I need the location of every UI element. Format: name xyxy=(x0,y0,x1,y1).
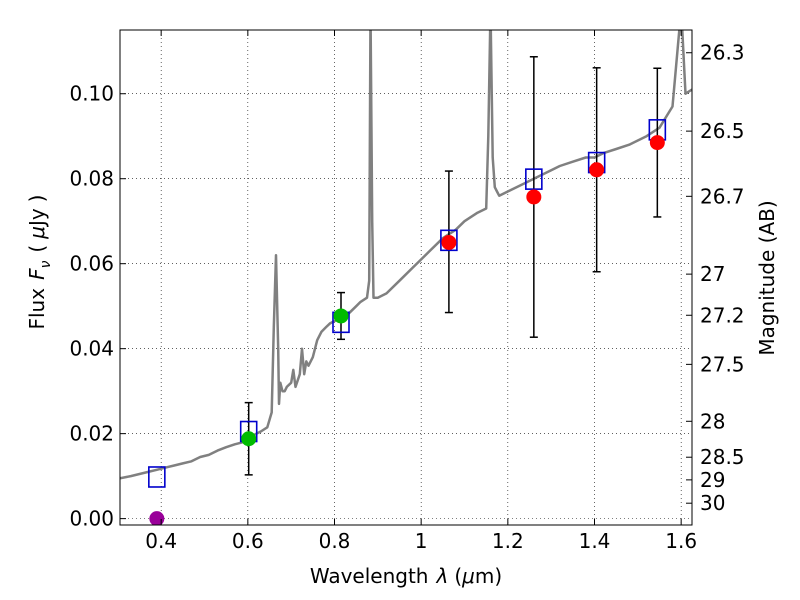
x-tick-label: 1 xyxy=(415,529,428,553)
right-tick-label: 27.2 xyxy=(700,303,745,327)
x-tick-label: 1.6 xyxy=(665,529,697,553)
grid xyxy=(120,30,692,525)
model-spectrum-line xyxy=(120,30,692,480)
ticks: 0.4 0.6 0.8 1 1.2 1.4 1.6 0.00 0.02 0.04 0.06 0.08 0… xyxy=(69,30,745,553)
observed-point-optical-1 xyxy=(241,431,257,447)
x-tick-label: 0.6 xyxy=(232,529,264,553)
right-tick-label: 28.5 xyxy=(700,445,745,469)
right-tick-label: 30 xyxy=(700,491,725,515)
observed-point-nir-4 xyxy=(649,135,665,151)
right-tick-label: 29 xyxy=(700,468,725,492)
x-axis-label: Wavelength λ (μm) xyxy=(310,564,502,588)
observed-point-optical-2 xyxy=(333,308,349,324)
x-tick-label: 1.2 xyxy=(492,529,524,553)
right-tick-label: 26.7 xyxy=(700,184,745,208)
observed-point-upper-limit xyxy=(149,511,165,525)
y-tick-label: 0.06 xyxy=(69,252,114,276)
right-axis-label: Magnitude (AB) xyxy=(755,200,779,355)
x-tick-label: 1.4 xyxy=(579,529,611,553)
axes-frame xyxy=(119,29,693,526)
x-tick-label: 0.8 xyxy=(319,529,351,553)
y-tick-label: 0.00 xyxy=(69,507,114,531)
plot-frame xyxy=(119,29,693,526)
right-tick-label: 26.5 xyxy=(700,119,745,143)
y-tick-label: 0.02 xyxy=(69,422,114,446)
y-tick-label: 0.08 xyxy=(69,167,114,191)
y-tick-label: 0.04 xyxy=(69,337,114,361)
observed-point-nir-2 xyxy=(526,189,542,205)
model-photometry-square xyxy=(148,466,166,488)
model-photometry-square xyxy=(525,168,543,190)
y-tick-label: 0.10 xyxy=(69,82,114,106)
x-tick-label: 0.4 xyxy=(145,529,177,553)
plot-area xyxy=(120,30,692,525)
observed-point-nir-1 xyxy=(441,234,457,250)
right-tick-label: 27 xyxy=(700,262,725,286)
right-tick-label: 27.5 xyxy=(700,352,745,376)
y-axis-label: FluxFν(μJy) xyxy=(25,194,54,329)
observed-point-nir-3 xyxy=(589,162,605,178)
model-photometry-square xyxy=(440,229,458,252)
right-tick-label: 26.3 xyxy=(700,41,745,65)
right-tick-label: 28 xyxy=(700,409,725,433)
